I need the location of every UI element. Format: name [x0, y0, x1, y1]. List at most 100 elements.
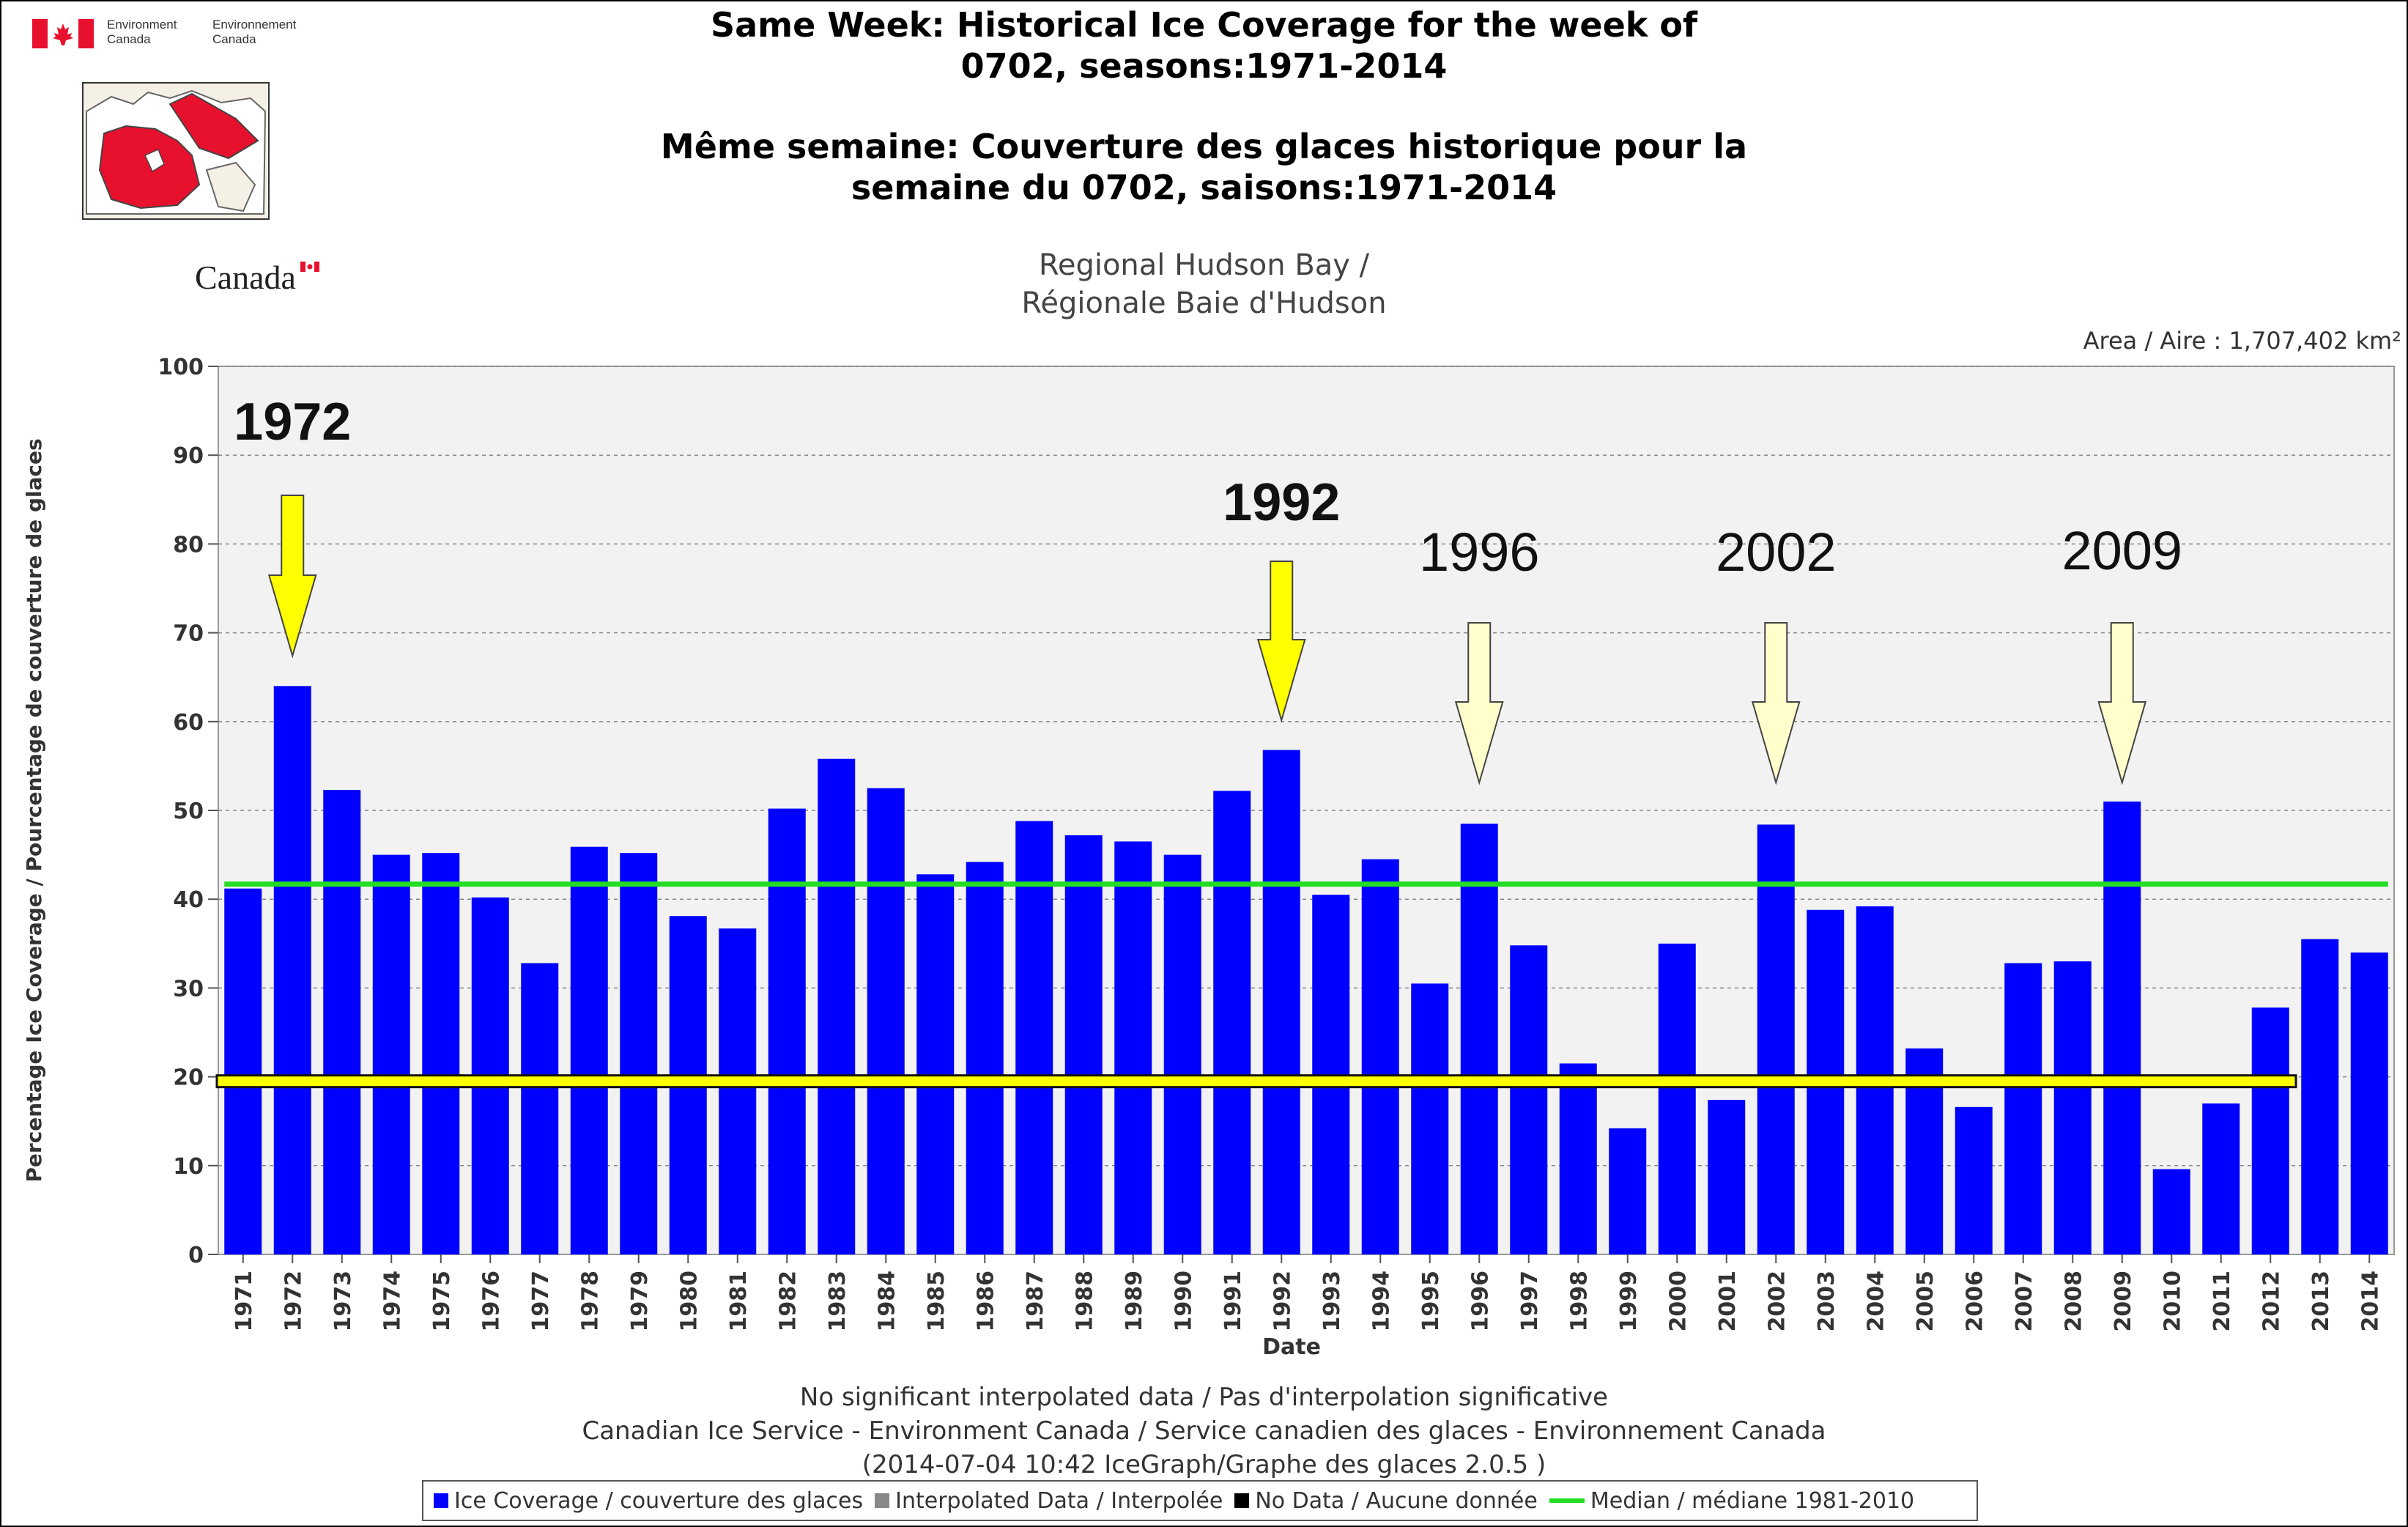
- bar-1987: [1015, 821, 1053, 1254]
- y-tick-label: 10: [173, 1154, 204, 1180]
- y-tick-label: 80: [173, 532, 204, 558]
- x-tick-label-1995: 1995: [1418, 1271, 1444, 1332]
- x-tick-label-2006: 2006: [1962, 1271, 1987, 1332]
- bar-1994: [1361, 859, 1399, 1254]
- annotation-arrow-1992: [1256, 561, 1306, 723]
- legend-swatch-interpolated: [875, 1493, 890, 1508]
- y-tick-label: 0: [188, 1243, 204, 1268]
- environment-canada-fr: Environnement Canada: [212, 18, 297, 46]
- x-tick-label-2013: 2013: [2308, 1271, 2334, 1332]
- x-tick-label-1998: 1998: [1566, 1271, 1592, 1332]
- bar-1972: [273, 686, 311, 1254]
- bar-1974: [372, 854, 410, 1254]
- x-tick-label-1983: 1983: [825, 1271, 851, 1332]
- x-tick-label-1994: 1994: [1368, 1271, 1394, 1332]
- x-tick-label-2003: 2003: [1814, 1271, 1840, 1332]
- wordmark-flag-icon: [300, 261, 319, 272]
- bar-1986: [966, 862, 1004, 1254]
- bar-1992: [1262, 750, 1300, 1254]
- footer-timestamp: (2014-07-04 10:42 IceGraph/Graphe des gl…: [862, 1450, 1546, 1479]
- x-tick-label-2012: 2012: [2259, 1271, 2284, 1332]
- bar-2009: [2103, 801, 2141, 1254]
- region-label-fr: Régionale Baie d'Hudson: [1021, 286, 1387, 320]
- bar-1978: [570, 846, 608, 1254]
- x-tick-label-1978: 1978: [577, 1271, 603, 1332]
- y-tick-label: 100: [158, 355, 204, 380]
- x-tick-label-1988: 1988: [1072, 1271, 1097, 1332]
- bar-1995: [1411, 983, 1449, 1254]
- bar-2012: [2251, 1007, 2289, 1254]
- y-tick-label: 30: [173, 976, 204, 1002]
- bar-2010: [2152, 1169, 2190, 1254]
- bar-2007: [2004, 963, 2042, 1254]
- x-axis-label: Date: [1262, 1334, 1321, 1360]
- legend-swatch-median: [1549, 1498, 1585, 1503]
- bar-1977: [521, 963, 559, 1254]
- x-tick-label-1992: 1992: [1270, 1271, 1295, 1332]
- bar-1979: [620, 853, 658, 1254]
- annotation-arrow-1996: [1454, 622, 1504, 785]
- x-tick-label-1996: 1996: [1467, 1271, 1493, 1332]
- threshold-band: [215, 1074, 2297, 1089]
- x-tick-label-1975: 1975: [429, 1271, 455, 1332]
- bar-1999: [1609, 1128, 1647, 1254]
- x-tick-label-1984: 1984: [874, 1271, 900, 1332]
- annotation-label-1996: 1996: [1419, 522, 1540, 583]
- x-tick-label-1973: 1973: [330, 1271, 356, 1332]
- bar-1990: [1163, 854, 1201, 1254]
- bar-1982: [768, 808, 806, 1254]
- x-tick-label-1990: 1990: [1171, 1271, 1196, 1332]
- legend-swatch-ice-coverage: [434, 1493, 448, 1508]
- bar-1984: [867, 788, 905, 1254]
- footer-interpolation-note: No significant interpolated data / Pas d…: [799, 1383, 1609, 1412]
- bar-2008: [2053, 961, 2092, 1254]
- annotation-arrow-2009: [2097, 622, 2147, 785]
- legend-label-no-data: No Data / Aucune donnée: [1255, 1487, 1538, 1514]
- x-tick-label-1985: 1985: [924, 1271, 949, 1332]
- legend-item-ice-coverage: Ice Coverage / couverture des glaces: [434, 1488, 863, 1514]
- bar-1975: [422, 853, 460, 1254]
- legend-label-ice-coverage: Ice Coverage / couverture des glaces: [454, 1487, 864, 1514]
- y-tick-label: 40: [173, 887, 204, 913]
- legend-swatch-no-data: [1234, 1493, 1250, 1508]
- bar-1996: [1460, 824, 1498, 1254]
- bar-2006: [1955, 1106, 1993, 1254]
- x-tick-label-2009: 2009: [2111, 1271, 2136, 1332]
- x-tick-label-2010: 2010: [2160, 1271, 2185, 1332]
- annotation-label-2009: 2009: [2061, 520, 2182, 581]
- x-tick-label-1979: 1979: [627, 1271, 653, 1332]
- legend-item-median: Median / médiane 1981-2010: [1549, 1488, 1914, 1514]
- bar-1981: [719, 928, 757, 1254]
- x-tick-label-1989: 1989: [1122, 1271, 1147, 1332]
- y-tick-label: 70: [173, 621, 204, 647]
- chart-legend: Ice Coverage / couverture des glaces Int…: [422, 1480, 1978, 1521]
- legend-item-interpolated: Interpolated Data / Interpolée: [875, 1488, 1223, 1514]
- x-tick-label-1981: 1981: [726, 1271, 752, 1332]
- x-tick-label-2000: 2000: [1665, 1271, 1691, 1332]
- y-tick-label: 60: [173, 710, 204, 736]
- chart-title-en-line2: 0702, seasons:1971-2014: [960, 46, 1448, 86]
- x-tick-label-1980: 1980: [676, 1271, 702, 1332]
- legend-item-no-data: No Data / Aucune donnée: [1234, 1488, 1538, 1514]
- x-tick-label-1987: 1987: [1023, 1271, 1048, 1332]
- x-tick-label-2014: 2014: [2357, 1271, 2383, 1332]
- y-tick-label: 20: [173, 1065, 204, 1091]
- x-tick-label-1971: 1971: [231, 1271, 257, 1332]
- bar-2001: [1708, 1100, 1746, 1254]
- x-tick-label-1976: 1976: [478, 1271, 504, 1332]
- bar-1985: [916, 874, 955, 1254]
- chart-title-fr-line1: Même semaine: Couverture des glaces hist…: [660, 127, 1748, 166]
- chart-title-en-line1: Same Week: Historical Ice Coverage for t…: [711, 5, 1697, 45]
- bar-1983: [818, 758, 856, 1254]
- annotation-label-1992: 1992: [1223, 473, 1340, 532]
- canada-flag-icon: [32, 19, 94, 48]
- bar-1991: [1213, 791, 1251, 1254]
- annotation-label-2002: 2002: [1716, 522, 1837, 583]
- x-tick-label-2005: 2005: [1913, 1271, 1938, 1332]
- bar-2013: [2301, 939, 2339, 1254]
- bar-2014: [2350, 952, 2388, 1254]
- bar-1971: [224, 888, 262, 1254]
- y-axis-label: Percentage Ice Coverage / Pourcentage de…: [22, 438, 46, 1182]
- hudson-bay-locator-map: [82, 82, 270, 220]
